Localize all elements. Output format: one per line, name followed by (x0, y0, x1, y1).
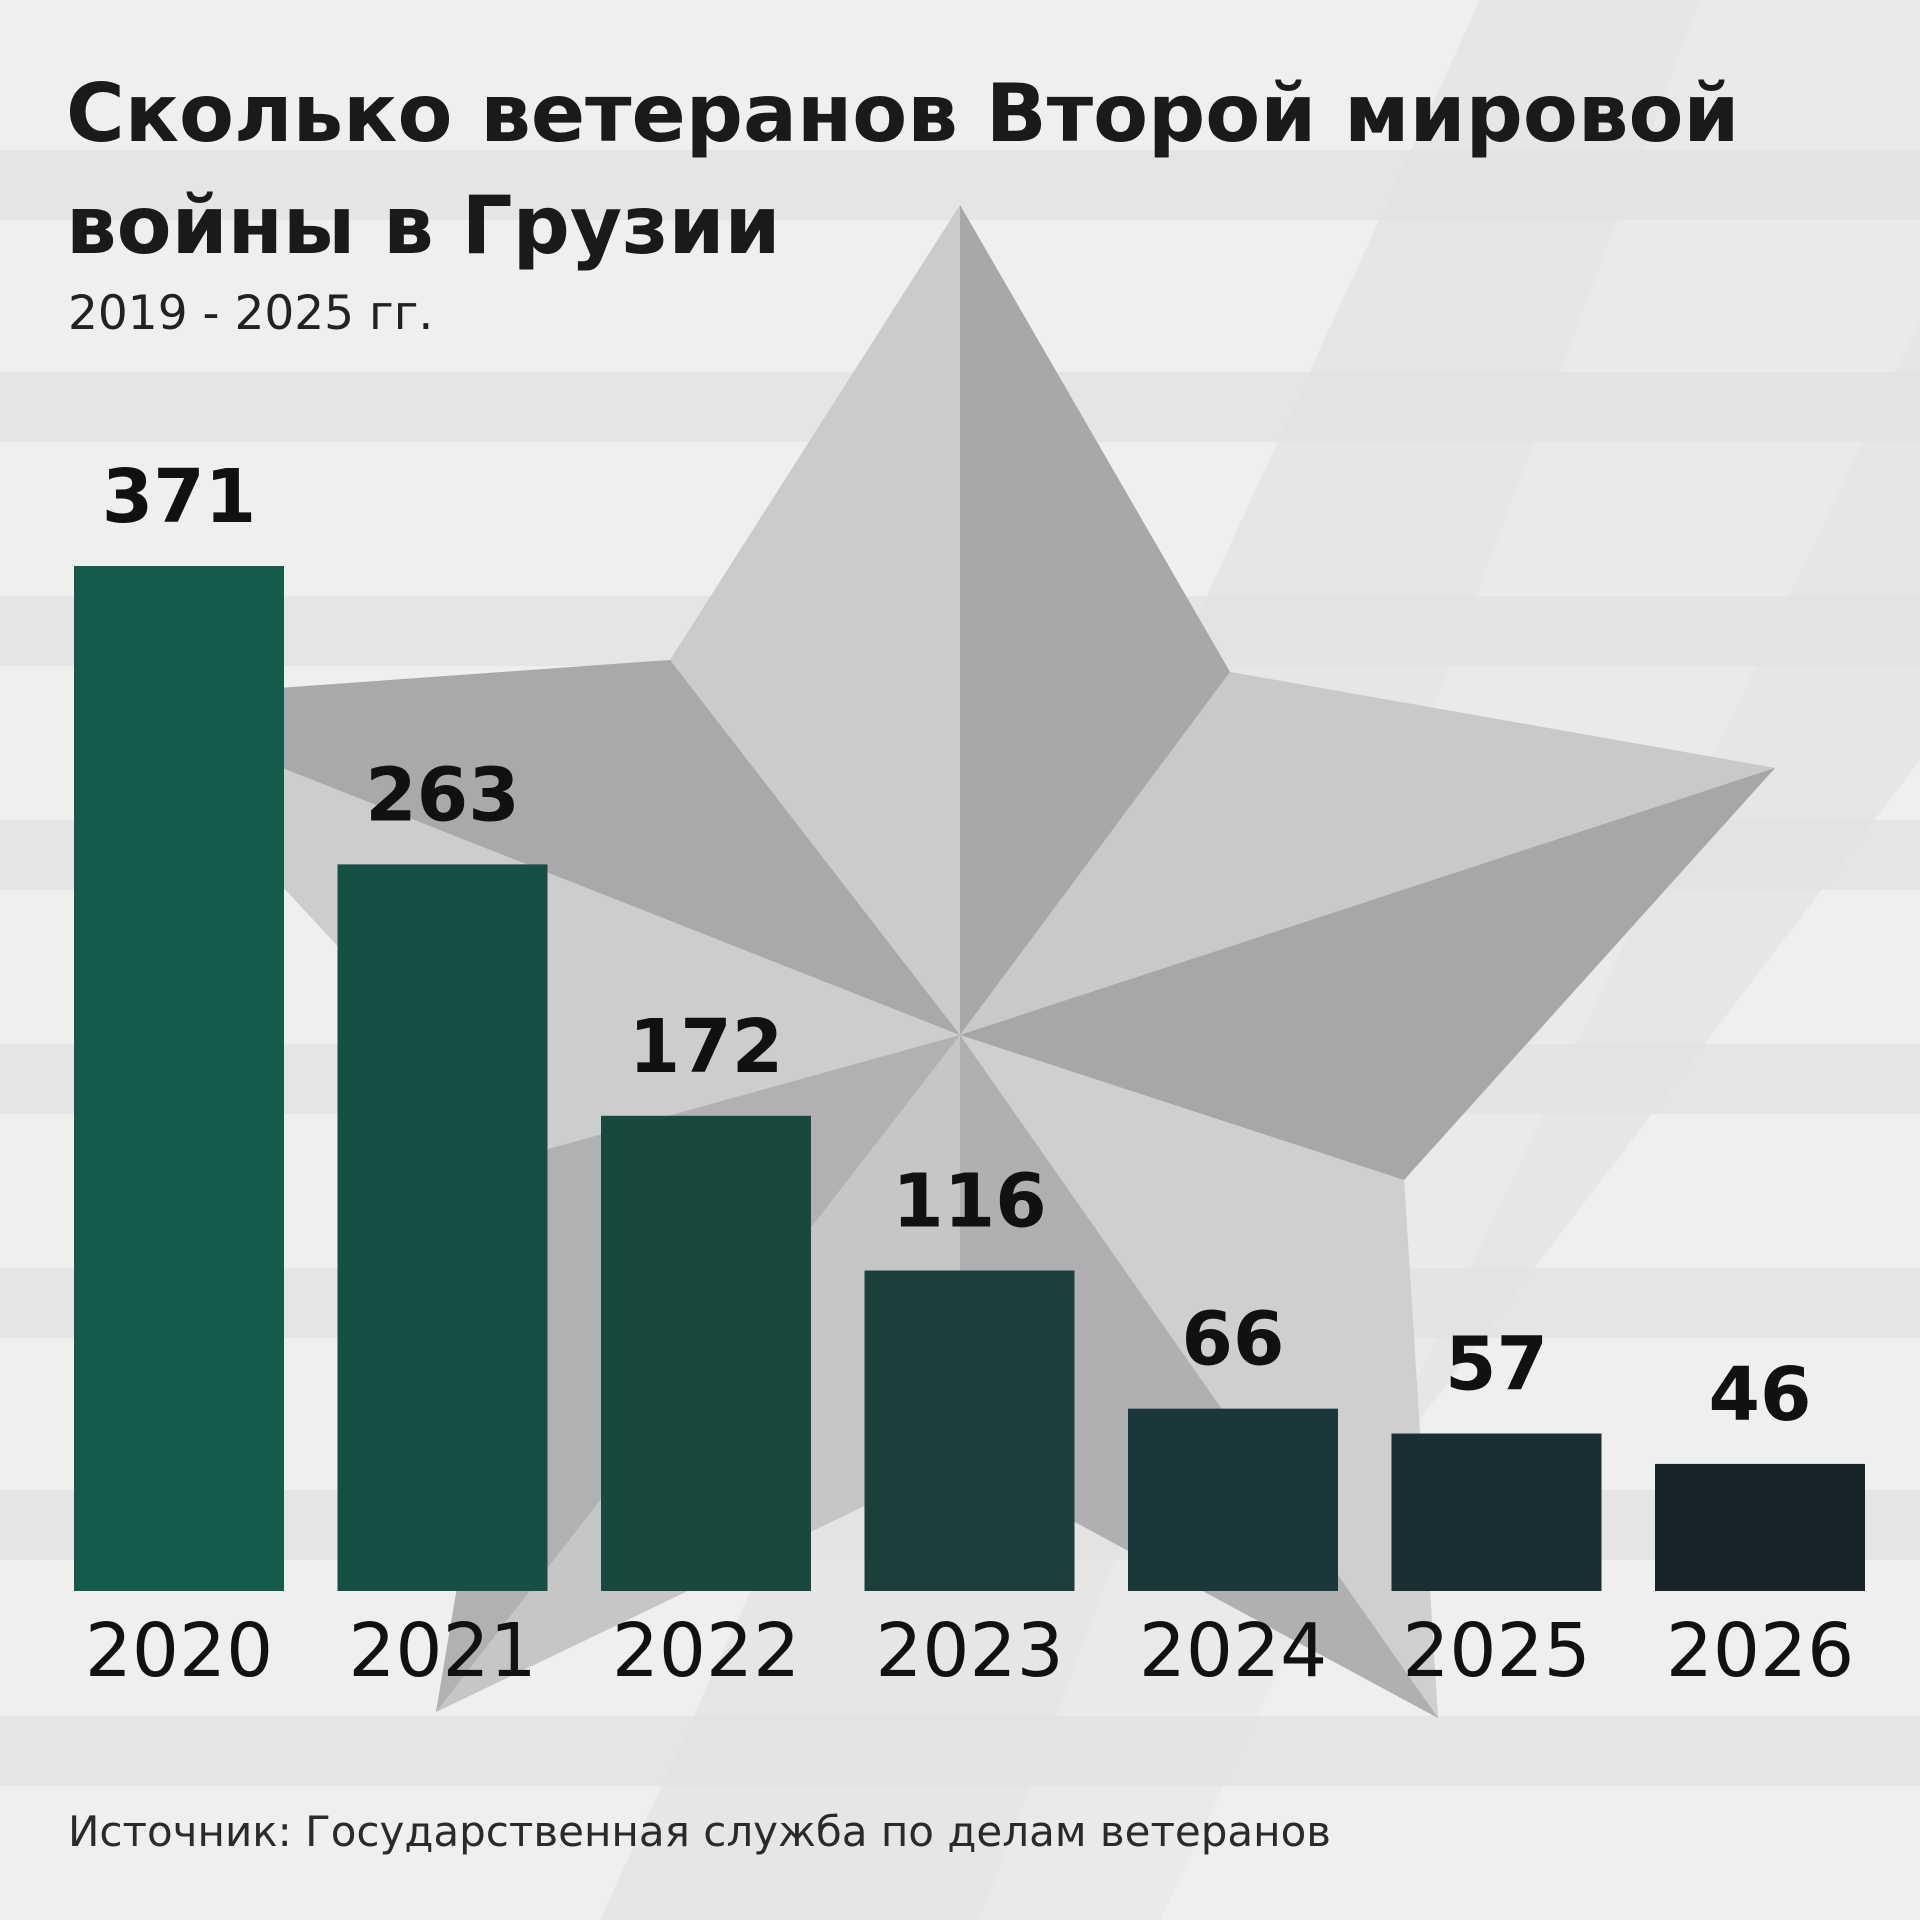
category-label-2023: 2023 (875, 1608, 1063, 1694)
category-label-2026: 2026 (1666, 1608, 1854, 1694)
value-label-2023: 116 (892, 1159, 1046, 1245)
value-label-2022: 172 (629, 1004, 783, 1090)
value-label-2025: 57 (1445, 1322, 1548, 1408)
category-label-2021: 2021 (348, 1608, 536, 1694)
bar-2024 (1128, 1408, 1338, 1591)
category-label-2020: 2020 (85, 1608, 273, 1694)
value-label-2024: 66 (1182, 1297, 1285, 1383)
value-label-2021: 263 (365, 752, 519, 838)
category-label-2022: 2022 (612, 1608, 800, 1694)
category-label-2024: 2024 (1139, 1608, 1327, 1694)
bar-2022 (601, 1115, 811, 1591)
chart-subtitle: 2019 - 2025 гг. (68, 286, 434, 341)
bar-2020 (74, 566, 284, 1591)
bar-2023 (864, 1270, 1075, 1591)
bar-2026 (1655, 1463, 1865, 1591)
source-note: Источник: Государственная служба по дела… (68, 1807, 1332, 1856)
value-label-2020: 371 (102, 454, 256, 540)
bar-2025 (1391, 1433, 1602, 1591)
value-label-2026: 46 (1709, 1352, 1812, 1438)
chart-title: Сколько ветеранов Второй мировой войны в… (66, 67, 1740, 272)
category-label-2025: 2025 (1402, 1608, 1590, 1694)
bar-2021 (337, 864, 548, 1591)
